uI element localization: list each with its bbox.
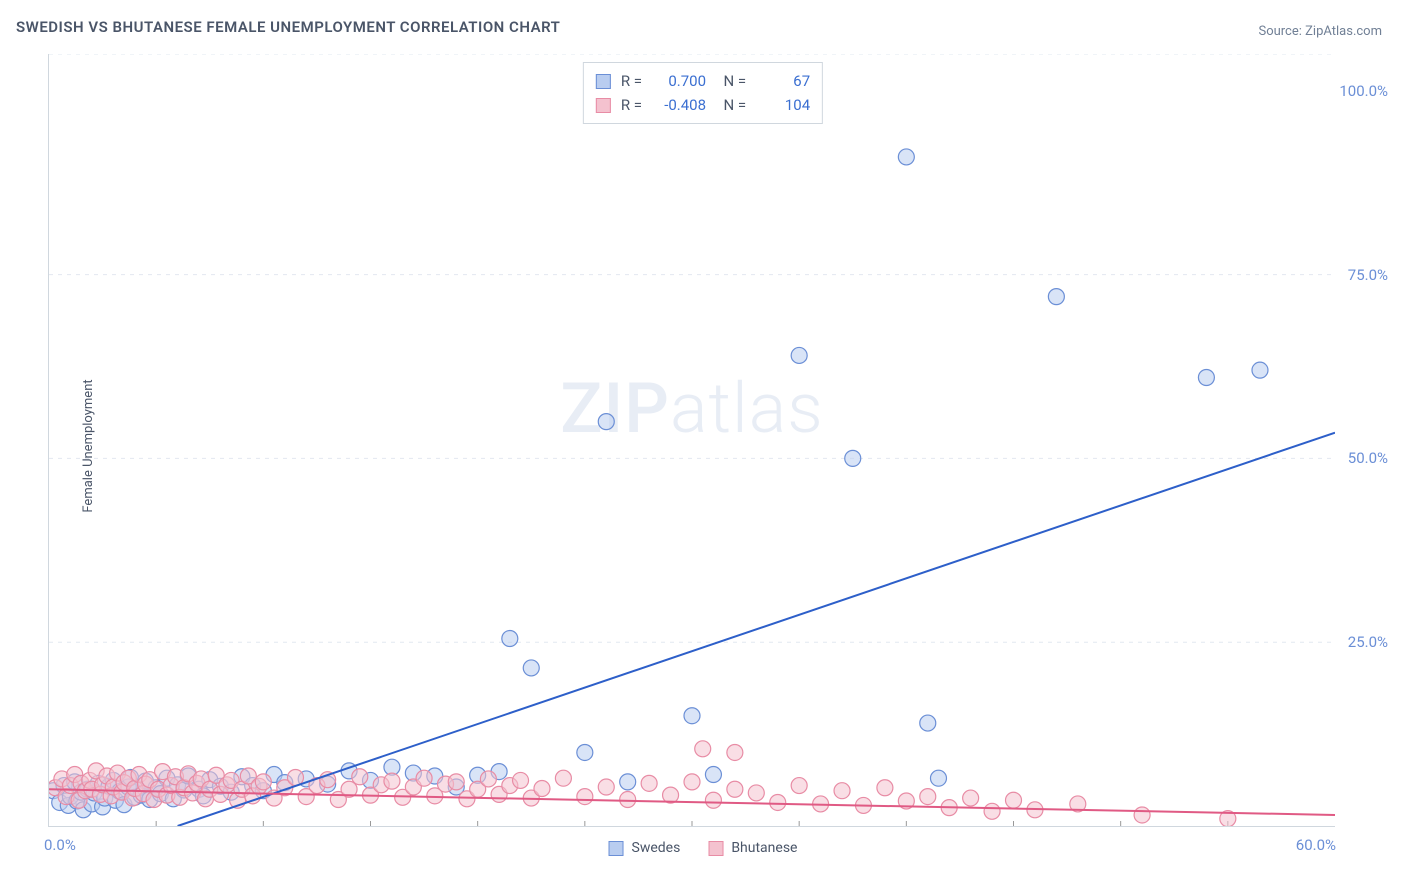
correlation-swatch-bhutanese xyxy=(596,98,611,113)
bottom-legend: Swedes Bhutanese xyxy=(609,840,798,856)
y-tick-label: 75.0% xyxy=(1348,266,1388,284)
legend-label-bhutanese: Bhutanese xyxy=(731,840,797,856)
scatter-plot-svg xyxy=(49,54,1335,826)
legend-swatch-bhutanese xyxy=(708,841,723,856)
legend-item-bhutanese: Bhutanese xyxy=(708,840,797,856)
r-label: R = xyxy=(621,69,642,93)
legend-label-swedes: Swedes xyxy=(632,840,681,856)
source-attribution: Source: ZipAtlas.com xyxy=(1258,24,1382,39)
correlation-row-bhutanese: R = -0.408 N = 104 xyxy=(596,93,810,117)
n-value-bhutanese: 104 xyxy=(756,93,810,117)
y-tick-label: 100.0% xyxy=(1339,82,1388,100)
n-value-swedes: 67 xyxy=(756,69,810,93)
r-value-bhutanese: -0.408 xyxy=(652,93,706,117)
y-axis-label: Female Unemployment xyxy=(81,379,96,512)
r-value-swedes: 0.700 xyxy=(652,69,706,93)
n-label: N = xyxy=(716,93,746,117)
y-tick-label: 25.0% xyxy=(1348,633,1388,651)
legend-swatch-swedes xyxy=(609,841,624,856)
plot-area: ZIPatlas xyxy=(48,54,1335,827)
n-label: N = xyxy=(716,69,746,93)
x-tick-label-max: 60.0% xyxy=(1296,836,1336,854)
y-tick-label: 50.0% xyxy=(1348,449,1388,467)
correlation-swatch-swedes xyxy=(596,74,611,89)
legend-item-swedes: Swedes xyxy=(609,840,681,856)
r-label: R = xyxy=(621,93,642,117)
x-tick-label-min: 0.0% xyxy=(44,836,76,854)
correlation-row-swedes: R = 0.700 N = 67 xyxy=(596,69,810,93)
correlation-legend: R = 0.700 N = 67 R = -0.408 N = 104 xyxy=(583,62,823,124)
chart-title: SWEDISH VS BHUTANESE FEMALE UNEMPLOYMENT… xyxy=(16,18,560,36)
